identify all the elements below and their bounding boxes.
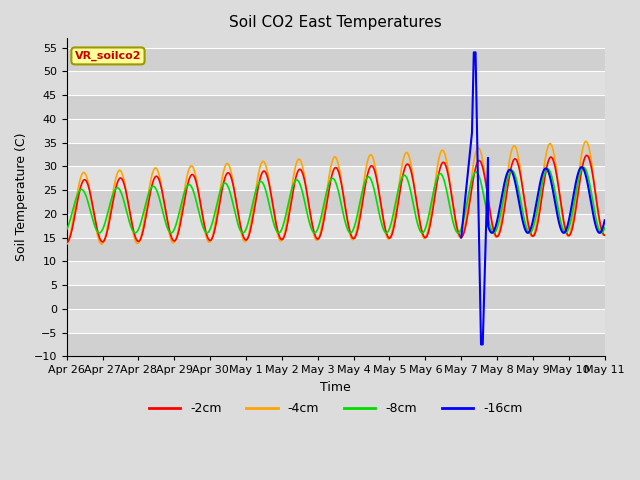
Bar	[67, 72, 605, 95]
Bar	[67, 143, 605, 167]
Bar	[67, 48, 605, 72]
Bar	[67, 238, 605, 261]
Bar	[67, 261, 605, 285]
Bar	[67, 333, 605, 356]
Text: VR_soilco2: VR_soilco2	[75, 51, 141, 61]
Bar	[67, 95, 605, 119]
Y-axis label: Soil Temperature (C): Soil Temperature (C)	[15, 133, 28, 262]
Bar	[67, 214, 605, 238]
X-axis label: Time: Time	[320, 381, 351, 394]
Bar	[67, 309, 605, 333]
Bar	[67, 190, 605, 214]
Bar	[67, 285, 605, 309]
Legend: -2cm, -4cm, -8cm, -16cm: -2cm, -4cm, -8cm, -16cm	[143, 397, 527, 420]
Bar	[67, 119, 605, 143]
Title: Soil CO2 East Temperatures: Soil CO2 East Temperatures	[229, 15, 442, 30]
Bar	[67, 167, 605, 190]
